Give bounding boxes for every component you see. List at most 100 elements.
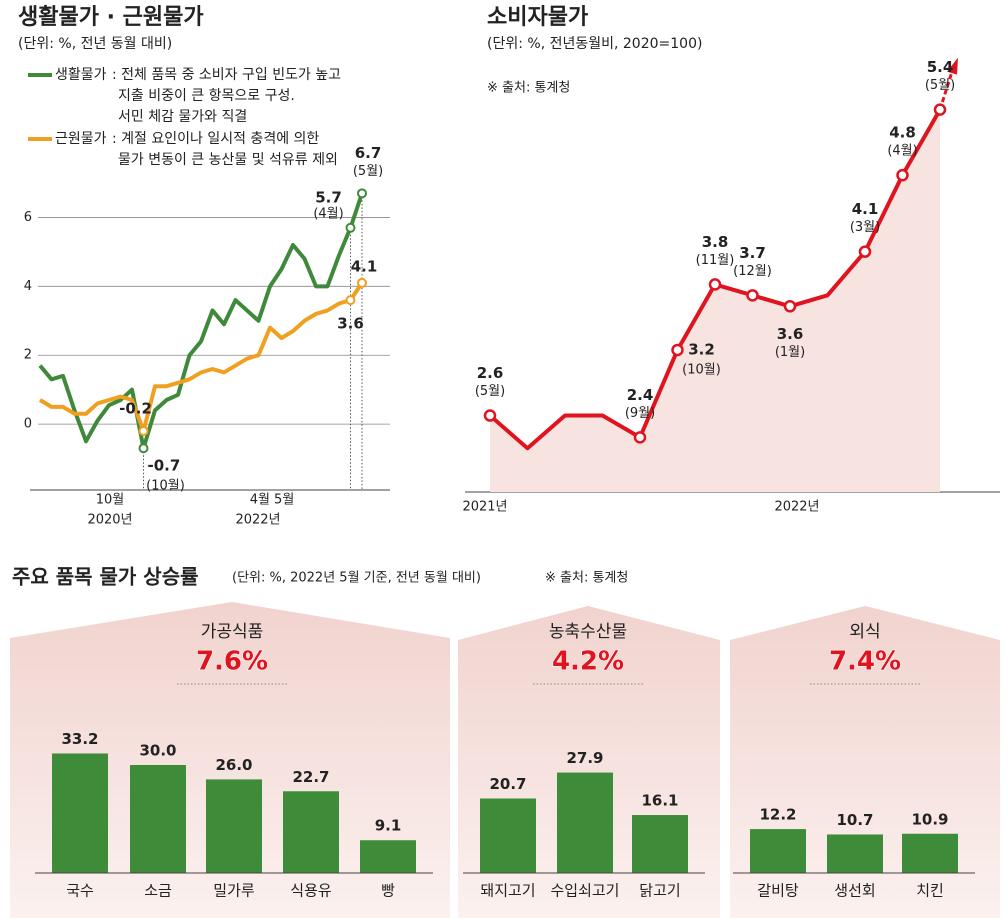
x-tick-label: 2022년 [774,500,819,515]
bar [557,772,613,873]
panel [10,602,450,918]
chart-title: 소비자물가 [487,5,588,30]
legend-description: : 계절 요인이나 일시적 충격에 의한 [112,131,319,147]
trend-arrowhead [947,57,958,75]
bar [902,833,958,873]
chart-subtitle: (단위: %, 전년동월비, 2020=100) [487,36,702,52]
bar [632,815,688,873]
data-label: 3.8 [702,233,729,251]
data-label: -0.2 [119,400,152,418]
data-label: 10.9 [911,810,948,828]
bar [480,798,536,873]
data-point [671,343,684,357]
data-label: 2.4 [627,386,654,404]
group-title: 가공식품 [201,622,264,642]
data-point [858,245,872,258]
data-point [746,289,759,302]
chart-subtitle: (단위: %, 전년 동월 대비) [18,36,172,52]
data-label: 4.1 [852,200,879,218]
bar [827,834,883,873]
x-tick-label: 4월 5월 [250,493,295,508]
data-note: (4월) [887,144,917,159]
data-point [138,426,149,436]
group-rate: 7.4% [829,647,901,677]
data-label: -0.7 [148,457,181,475]
data-note: (1월) [775,345,805,360]
group-title: 외식 [849,622,880,642]
chart-title: 생활물가 · 근원물가 [18,5,204,30]
data-note: (12월) [733,264,772,279]
y-tick-label: 4 [24,279,32,294]
x-tick-label: 빵 [381,882,395,900]
data-point [345,295,356,306]
x-tick-label: 소금 [144,882,172,900]
x-tick-label: 생선회 [834,882,875,900]
data-label: 4.8 [889,124,916,142]
data-note: (10월) [146,479,185,494]
x-tick-label: 수입쇠고기 [550,882,619,900]
data-point [345,222,356,233]
data-label: 3.2 [688,340,715,358]
group-rate: 4.2% [552,647,624,677]
series-area [490,109,940,492]
data-label: 16.1 [641,792,678,810]
bar [206,779,262,873]
data-label: 10.7 [836,811,873,829]
bar [750,829,806,873]
source: ※ 출처: 통계청 [487,81,570,96]
legend-description: 물가 변동이 큰 농산물 및 석유류 제외 [118,152,338,168]
data-label: 30.0 [139,742,176,760]
series-line [38,192,364,451]
x-tick-label: 밀가루 [213,882,255,900]
data-point [896,168,909,182]
data-label: 3.6 [337,315,364,333]
data-note: (5월) [475,384,505,399]
bar [360,840,416,873]
data-label: 12.2 [759,806,796,824]
source: ※ 출처: 통계청 [545,571,628,586]
data-note: (4월) [313,206,343,221]
legend-description: 지출 비중이 큰 항목으로 구성. [118,88,295,104]
x-tick-label: 국수 [66,882,94,900]
group-rate: 7.6% [196,647,268,677]
data-note: (5월) [353,164,383,179]
data-note: (9월) [625,406,655,421]
data-label: 3.6 [777,325,804,343]
data-point [138,443,149,454]
data-note: (10월) [682,362,721,377]
data-point [483,409,497,422]
trend-arrow [938,71,954,111]
bar [130,765,186,873]
data-note: (3월) [850,220,880,235]
data-note: (11월) [696,253,735,268]
data-point [357,188,367,199]
series-line [38,281,364,433]
legend-description: 서민 체감 물가와 직결 [118,109,247,125]
data-label: 20.7 [489,775,526,793]
data-label: 27.9 [566,749,603,767]
x-tick-label: 2022년 [235,513,280,528]
legend-label: 생활물가 [55,67,107,83]
legend-description: : 전체 품목 중 소비자 구입 빈도가 높고 [112,67,341,83]
data-label: 2.6 [477,364,504,382]
x-tick-label: 치킨 [916,882,944,900]
y-tick-label: 6 [24,210,32,225]
y-tick-label: 2 [24,348,32,363]
data-point [708,278,722,291]
bar [283,791,339,873]
data-label: 33.2 [61,730,98,748]
x-tick-label: 2020년 [87,513,132,528]
x-tick-label: 2021년 [462,500,507,515]
data-label: 3.7 [739,244,766,262]
bar [52,753,108,873]
data-point [357,277,367,288]
data-label: 5.7 [315,188,342,206]
data-note: (5월) [925,78,955,93]
data-label: 9.1 [375,817,402,835]
chart-title: 주요 품목 물가 상승률 [12,565,199,589]
data-label: 5.4 [927,58,954,76]
chart-subtitle: (단위: %, 2022년 5월 기준, 전년 동월 대비) [232,571,481,586]
data-point [633,431,647,444]
